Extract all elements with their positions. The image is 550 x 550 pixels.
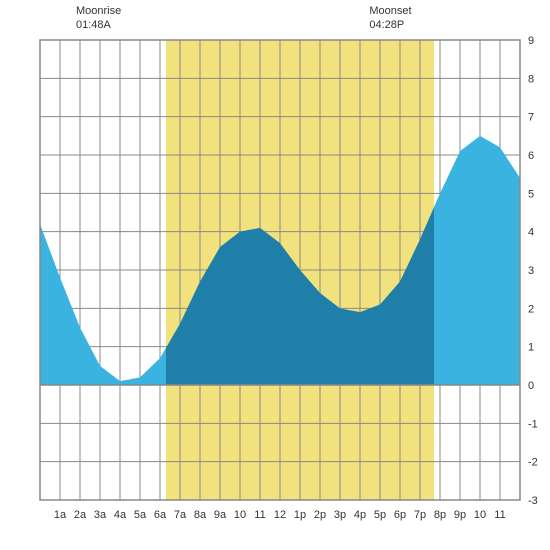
header-title: Moonrise <box>76 5 121 17</box>
y-tick-label: -3 <box>528 495 538 507</box>
x-tick-label: 9p <box>454 509 466 521</box>
y-tick-label: -1 <box>528 418 538 430</box>
x-tick-label: 9a <box>214 509 227 521</box>
x-tick-label: 3a <box>94 509 107 521</box>
x-tick-label: 2p <box>314 509 326 521</box>
x-tick-label: 3p <box>334 509 346 521</box>
x-tick-label: 1p <box>294 509 306 521</box>
x-tick-label: 4p <box>354 509 366 521</box>
y-tick-label: 1 <box>528 342 534 354</box>
x-tick-label: 11 <box>254 509 265 521</box>
x-tick-label: 8p <box>434 509 446 521</box>
x-tick-label: 11 <box>494 509 505 521</box>
x-tick-label: 5p <box>374 509 386 521</box>
y-tick-label: -2 <box>528 457 538 469</box>
y-tick-label: 6 <box>528 150 534 162</box>
y-tick-label: 9 <box>528 35 534 47</box>
y-tick-label: 8 <box>528 73 534 85</box>
x-tick-label: 7p <box>414 509 426 521</box>
x-tick-label: 6p <box>394 509 406 521</box>
x-tick-label: 8a <box>194 509 207 521</box>
y-tick-label: 7 <box>528 112 534 124</box>
x-tick-label: 1a <box>54 509 67 521</box>
x-tick-label: 7a <box>174 509 187 521</box>
x-tick-label: 5a <box>134 509 147 521</box>
y-tick-label: 5 <box>528 188 534 200</box>
x-tick-label: 12 <box>274 509 286 521</box>
tide-chart: 9876543210-1-2-31a2a3a4a5a6a7a8a9a101112… <box>0 0 550 550</box>
x-tick-label: 2a <box>74 509 87 521</box>
header-title: Moonset <box>369 5 411 17</box>
y-tick-label: 2 <box>528 303 534 315</box>
y-tick-label: 0 <box>528 380 534 392</box>
header-value: 04:28P <box>369 19 404 31</box>
x-tick-label: 6a <box>154 509 167 521</box>
header-value: 01:48A <box>76 19 112 31</box>
chart-svg: 9876543210-1-2-31a2a3a4a5a6a7a8a9a101112… <box>0 0 550 550</box>
x-tick-label: 4a <box>114 509 127 521</box>
x-tick-label: 10 <box>234 509 246 521</box>
y-tick-label: 3 <box>528 265 534 277</box>
x-tick-label: 10 <box>474 509 486 521</box>
y-tick-label: 4 <box>528 227 534 239</box>
